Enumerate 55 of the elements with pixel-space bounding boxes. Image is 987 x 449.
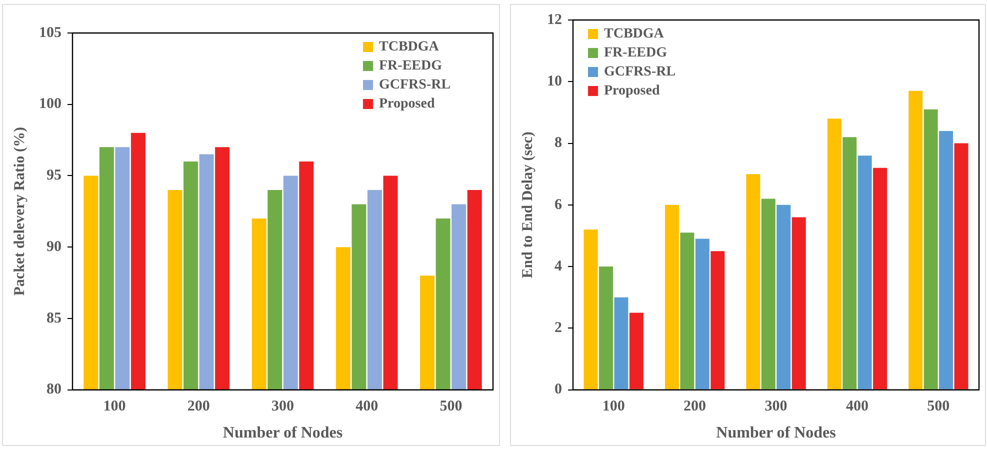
bar (776, 204, 791, 390)
x-tick-label: 200 (187, 398, 210, 415)
bar (924, 109, 938, 390)
x-axis-title: Number of Nodes (222, 424, 343, 442)
bar (584, 230, 598, 390)
legend-label: FR-EEDG (604, 46, 668, 61)
bar (842, 137, 857, 390)
x-tick-label: 300 (764, 398, 788, 415)
x-tick-label: 400 (356, 398, 378, 415)
bar (629, 312, 644, 390)
x-tick-label: 400 (846, 398, 868, 415)
bar (746, 174, 760, 390)
x-tick-label: 100 (602, 398, 625, 415)
y-tick-label: 80 (46, 382, 62, 398)
legend-label: Proposed (379, 96, 435, 112)
x-tick-label: 500 (440, 398, 462, 415)
bar (614, 297, 628, 390)
x-tick-label: 300 (272, 398, 294, 415)
legend-label: FR-EEDG (379, 58, 442, 74)
y-axis-title: End to End Delay (sec) (520, 132, 536, 278)
legend-label: TCBDGA (379, 40, 440, 55)
y-tick-label: 2 (554, 320, 562, 336)
y-tick-label: 0 (554, 382, 562, 398)
y-tick-label: 95 (46, 168, 62, 184)
bar (598, 266, 613, 390)
bar (908, 90, 923, 390)
y-tick-label: 85 (46, 310, 62, 326)
y-tick-label: 105 (39, 24, 62, 41)
bar (664, 204, 679, 390)
y-tick-label: 12 (547, 12, 562, 28)
legend-label: GCFRS-RL (379, 78, 451, 93)
y-axis-title: Packet delevery Ratio (%) (12, 127, 28, 296)
x-axis-title: Number of Nodes (716, 424, 836, 442)
bar (792, 217, 806, 390)
y-tick-label: 90 (46, 238, 62, 255)
x-tick-label: 500 (927, 398, 950, 415)
y-tick-label: 100 (39, 96, 62, 112)
bar (858, 156, 872, 390)
bar (873, 168, 888, 390)
legend-label: Proposed (604, 84, 660, 99)
legend-label: TCBDGA (604, 26, 665, 42)
bar (939, 130, 954, 390)
bar (695, 238, 710, 390)
legend-label: GCFRS-RL (604, 64, 676, 80)
y-tick-label: 8 (554, 135, 562, 152)
x-tick-label: 100 (103, 398, 126, 415)
y-tick-label: 10 (547, 74, 562, 90)
y-tick-label: 4 (554, 258, 562, 274)
x-tick-label: 200 (684, 398, 706, 415)
bar (680, 232, 694, 390)
bar (710, 251, 725, 390)
bar (954, 143, 968, 390)
bar (761, 198, 776, 390)
y-tick-label: 6 (554, 196, 562, 213)
bar (827, 118, 842, 390)
